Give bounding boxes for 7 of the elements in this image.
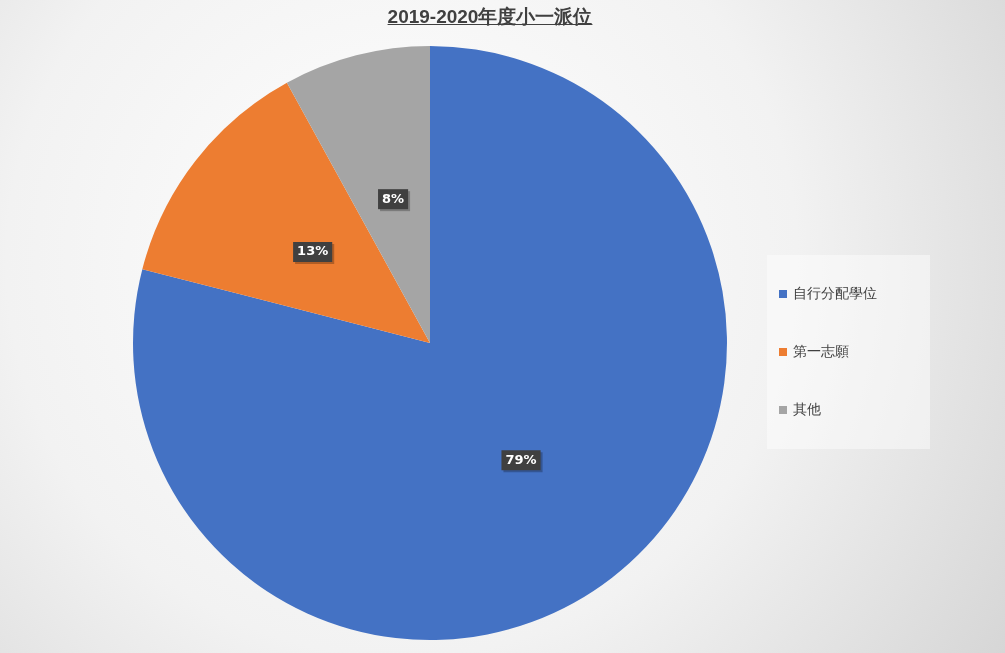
legend-label: 第一志願 <box>793 343 849 361</box>
data-label: 8% <box>382 190 405 206</box>
legend-label: 其他 <box>793 401 821 419</box>
chart-title: 2019-2020年度小一派位 <box>387 6 593 27</box>
data-label: 13% <box>297 243 329 259</box>
legend-label: 自行分配學位 <box>793 285 877 303</box>
data-label: 79% <box>505 451 537 467</box>
